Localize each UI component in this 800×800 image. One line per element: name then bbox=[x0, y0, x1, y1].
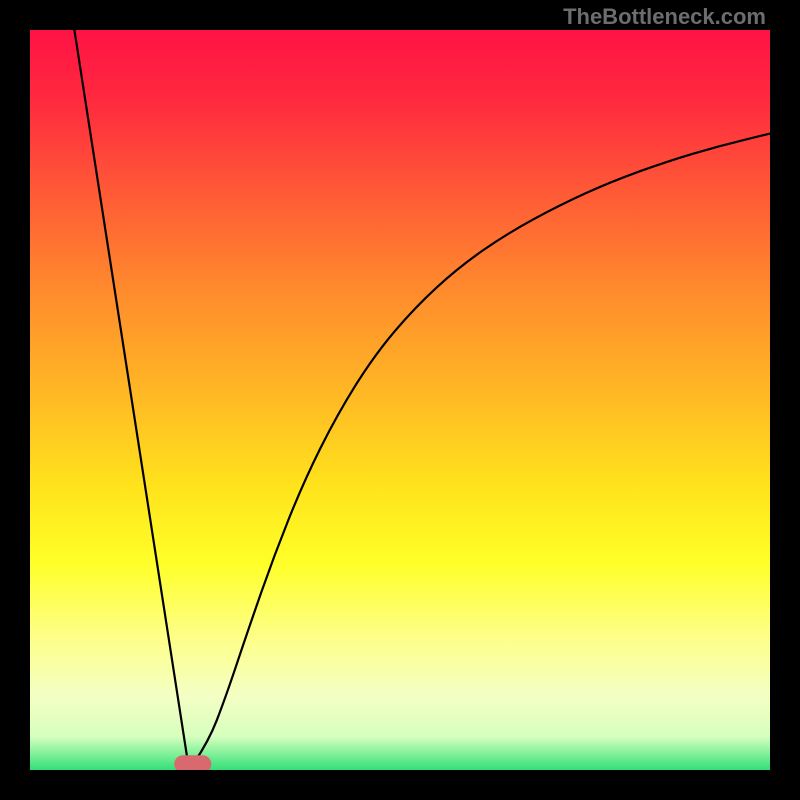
watermark-text: TheBottleneck.com bbox=[563, 4, 766, 30]
bottleneck-curve bbox=[30, 30, 770, 770]
chart-container: TheBottleneck.com bbox=[0, 0, 800, 800]
curve-right-branch bbox=[189, 134, 770, 770]
bottleneck-marker bbox=[174, 755, 211, 770]
plot-area bbox=[30, 30, 770, 770]
curve-left-branch bbox=[74, 30, 189, 770]
